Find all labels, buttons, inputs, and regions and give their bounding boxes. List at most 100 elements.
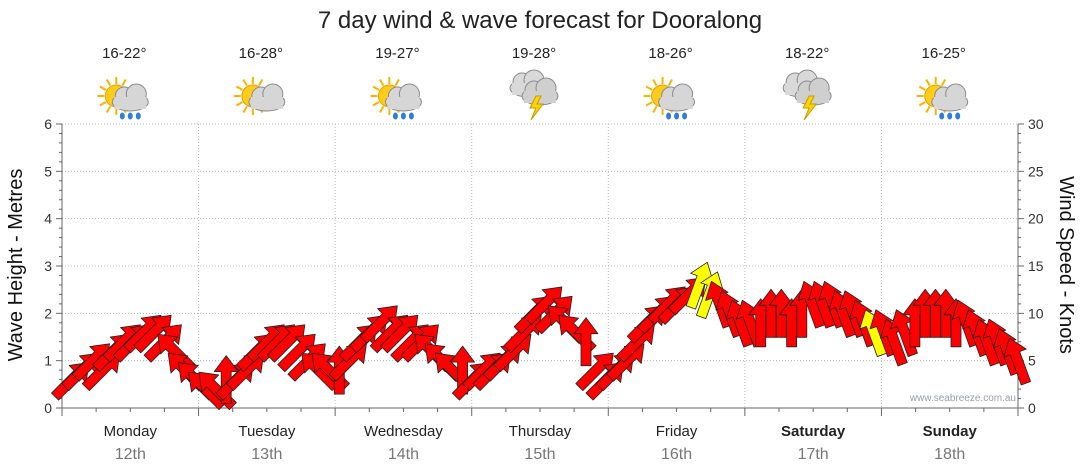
sun-ray: [667, 79, 673, 87]
left-axis-label: Wave Height - Metres: [5, 169, 27, 362]
chart-title: 7 day wind & wave forecast for Dooralong: [318, 7, 762, 34]
day-name-label: Friday: [656, 423, 698, 440]
temperature-label: 16-28°: [239, 45, 283, 62]
sun-ray: [925, 105, 931, 113]
left-axis-ticks: 0 1 2 3 4 5 6: [44, 116, 52, 416]
sun-ray: [99, 101, 107, 107]
rain-drop: [666, 112, 672, 120]
rain-drop: [135, 112, 141, 120]
sun-ray: [925, 79, 931, 87]
temperature-label: 16-25°: [922, 45, 966, 62]
rain-drop: [939, 112, 945, 120]
left-tick-label: 2: [44, 305, 52, 321]
day-name-label: Saturday: [781, 423, 846, 440]
day-date-label: 16th: [661, 446, 692, 463]
cloud-part: [660, 97, 693, 109]
sun-ray: [242, 105, 248, 113]
sun-ray: [645, 101, 653, 107]
wind-arrows: [51, 261, 1032, 411]
rain-drop: [408, 112, 414, 120]
day-date-label: 15th: [524, 446, 555, 463]
sun-ray: [105, 105, 112, 113]
right-tick-label: 5: [1028, 353, 1036, 369]
day-name-label: Thursday: [509, 423, 572, 440]
wind-arrow: [573, 317, 599, 367]
lightning-bolt: [529, 95, 544, 121]
sun-ray: [645, 85, 653, 91]
rain-drop: [674, 112, 680, 120]
cloud-part: [250, 97, 283, 109]
sun-ray: [257, 79, 264, 87]
rain-drop: [119, 112, 125, 120]
day-name-label: Monday: [104, 423, 158, 440]
left-tick-label: 0: [44, 400, 52, 416]
cloud-part: [933, 97, 966, 109]
partly-cloudy-rain-icon: [97, 77, 149, 120]
rain-drop: [682, 112, 688, 120]
temperature-label: 18-22°: [785, 45, 829, 62]
sun-ray: [652, 79, 658, 87]
wind-arrow: [1003, 337, 1032, 386]
left-tick-label: 6: [44, 116, 52, 132]
sun-ray: [99, 85, 107, 91]
rain-drop: [400, 112, 406, 120]
sun-ray: [940, 79, 947, 87]
day-name-label: Tuesday: [238, 423, 295, 440]
temperature-label: 19-27°: [375, 45, 419, 62]
right-tick-label: 10: [1028, 305, 1044, 321]
partly-cloudy-rain-icon: [916, 77, 969, 120]
weather-row: 16-22° 16-28° 19-27° 19-28° 18-26° 18-22° 16-2…: [97, 45, 969, 121]
sun-ray: [242, 79, 248, 87]
right-axis-label: Wind Speed - Knots: [1055, 176, 1077, 354]
temperature-label: 16-22°: [102, 45, 146, 62]
day-date-label: 17th: [798, 446, 829, 463]
sun-ray: [918, 85, 926, 91]
day-labels: Monday 12th Tuesday 13th Wednesday 14th Thursd…: [104, 423, 978, 463]
wind-arrow-shape: [1003, 337, 1032, 386]
sun-ray: [918, 101, 926, 107]
sun-ray: [372, 101, 380, 107]
day-name-label: Wednesday: [364, 423, 443, 440]
credit-text: www.seabreeze.com.au: [909, 393, 1016, 404]
right-tick-label: 25: [1028, 163, 1044, 179]
partly-cloudy-icon: [233, 77, 286, 115]
day-date-label: 13th: [251, 446, 282, 463]
sun-ray: [105, 79, 112, 87]
left-tick-label: 5: [44, 163, 52, 179]
right-tick-label: 15: [1028, 258, 1044, 274]
day-name-label: Sunday: [923, 423, 978, 440]
thunderstorm-icon: [509, 69, 559, 121]
rain-drop: [947, 112, 953, 120]
thunderstorm-icon: [782, 69, 832, 121]
right-tick-label: 0: [1028, 400, 1036, 416]
sun-ray: [372, 85, 380, 91]
day-date-label: 12th: [115, 446, 146, 463]
temperature-label: 19-28°: [512, 45, 556, 62]
left-tick-label: 4: [44, 211, 52, 227]
right-axis-ticks: 0 5 10 15 20 25 30: [1028, 116, 1044, 416]
sun-ray: [379, 105, 385, 113]
cloud-part: [114, 97, 147, 109]
cloud-part: [387, 97, 420, 109]
sun-ray: [121, 79, 127, 87]
right-tick-label: 20: [1028, 211, 1044, 227]
left-tick-label: 1: [44, 353, 52, 369]
right-tick-label: 30: [1028, 116, 1044, 132]
partly-cloudy-rain-icon: [643, 77, 696, 120]
sun-ray: [235, 85, 243, 91]
wind-arrow-shape: [573, 317, 599, 367]
lightning-bolt: [802, 95, 818, 121]
sun-ray: [394, 79, 400, 87]
left-tick-label: 3: [44, 258, 52, 274]
partly-cloudy-rain-icon: [370, 77, 422, 120]
sun-ray: [652, 105, 658, 113]
sun-ray: [379, 79, 385, 87]
rain-drop: [392, 112, 398, 120]
temperature-label: 18-26°: [648, 45, 692, 62]
day-date-label: 18th: [934, 446, 965, 463]
sun-ray: [235, 101, 243, 107]
rain-drop: [127, 112, 133, 120]
day-date-label: 14th: [388, 446, 419, 463]
